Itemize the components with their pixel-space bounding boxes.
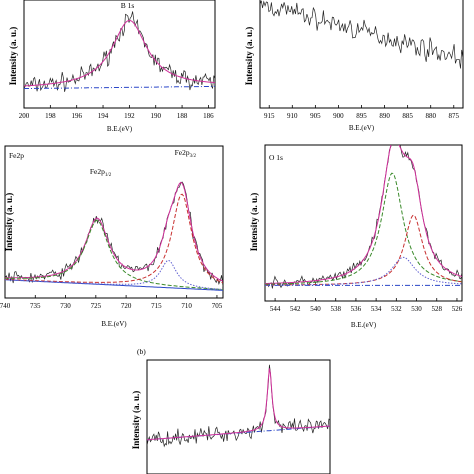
component-peak-line (265, 256, 462, 286)
fit-envelope-line (147, 368, 330, 441)
x-tick-label: 875 (449, 112, 460, 120)
raw-spectrum-line (5, 181, 223, 287)
baseline-line (24, 85, 215, 90)
annotation: Fe2p3/2 (175, 148, 197, 159)
x-tick-label: 534 (371, 305, 382, 313)
x-tick-label: 186 (203, 112, 214, 120)
y-axis-label: Intensity (a. u.) (8, 27, 18, 86)
chart-fe2p: 740 735 730 725 720 715 710 705 Intensity (a. u.… (0, 145, 224, 328)
chart-bottom: Intensity (a. u.) (131, 359, 331, 474)
y-axis-label: Intensity (a. u.) (249, 193, 259, 252)
raw-spectrum-line (24, 11, 215, 92)
x-tick-label: 532 (391, 305, 402, 313)
x-tick-label: 705 (212, 302, 223, 310)
x-axis-label: B.E.(eV) (349, 124, 375, 132)
raw-spectrum-line (265, 145, 462, 289)
panel-b-label: (b) (137, 347, 146, 356)
annotation: B 1s (121, 1, 135, 10)
raw-spectrum-line (147, 364, 330, 448)
component-peak-line (265, 172, 462, 285)
component-peak-line (5, 193, 223, 284)
component-peak-line (265, 214, 462, 286)
x-tick-label: 715 (151, 302, 162, 310)
fit-envelope-line (265, 145, 462, 284)
x-tick-label: 190 (150, 112, 161, 120)
plot-frame (264, 144, 463, 302)
x-tick-label: 905 (310, 112, 321, 120)
x-tick-label: 735 (30, 302, 41, 310)
fit-envelope-line (5, 181, 223, 282)
x-tick-label: 200 (19, 112, 30, 120)
fit-envelope-line (24, 19, 215, 87)
chart-b1s: 200 198 196 194 192 190 188 186 Intensity (a. u.… (8, 0, 216, 133)
x-tick-label: 188 (177, 112, 188, 120)
x-tick-label: 198 (45, 112, 56, 120)
x-tick-label: 544 (270, 305, 281, 313)
x-tick-label: 730 (60, 302, 71, 310)
x-tick-label: 885 (402, 112, 413, 120)
y-axis-label: Intensity (a. u.) (4, 193, 14, 252)
x-tick-label: 192 (124, 112, 135, 120)
x-tick-label: 910 (287, 112, 298, 120)
annotation: Fe2p1/2 (90, 167, 112, 178)
x-axis-label: B.E.(eV) (107, 125, 133, 133)
x-tick-label: 890 (379, 112, 390, 120)
x-tick-label: 740 (0, 302, 11, 310)
chart-top-right: 915 910 905 900 895 890 885 880 875 Intensity (a.… (244, 0, 464, 132)
x-tick-label: 895 (356, 112, 367, 120)
y-axis-label: Intensity (a. u.) (131, 391, 141, 450)
x-tick-label: 536 (351, 305, 362, 313)
x-tick-label: 194 (98, 112, 109, 120)
x-tick-label: 725 (91, 302, 102, 310)
x-tick-label: 900 (333, 112, 344, 120)
x-tick-label: 542 (290, 305, 301, 313)
plot-frame (4, 145, 224, 299)
x-tick-label: 720 (121, 302, 132, 310)
baseline-line (5, 279, 223, 291)
x-tick-label: 526 (452, 305, 463, 313)
x-tick-label: 915 (264, 112, 275, 120)
chart-o1s: 544 542 540 538 536 534 532 530 528 526 Intensity … (249, 144, 463, 329)
x-tick-label: 196 (71, 112, 82, 120)
x-tick-label: 538 (330, 305, 341, 313)
x-tick-label: 530 (411, 305, 422, 313)
annotation: Fe2p (9, 151, 24, 160)
x-tick-label: 710 (181, 302, 192, 310)
raw-spectrum-line (260, 0, 463, 69)
x-axis-label: B.E.(eV) (351, 321, 377, 329)
plot-frame (146, 359, 331, 474)
x-tick-label: 540 (310, 305, 321, 313)
plot-frame (23, 0, 216, 109)
x-tick-label: 880 (425, 112, 436, 120)
annotation: O 1s (269, 153, 283, 162)
component-peak-line (5, 219, 223, 291)
y-axis-label: Intensity (a. u.) (244, 27, 254, 86)
component-peak-line (5, 259, 223, 291)
x-axis-label: B.E.(eV) (101, 320, 127, 328)
x-tick-label: 528 (431, 305, 442, 313)
